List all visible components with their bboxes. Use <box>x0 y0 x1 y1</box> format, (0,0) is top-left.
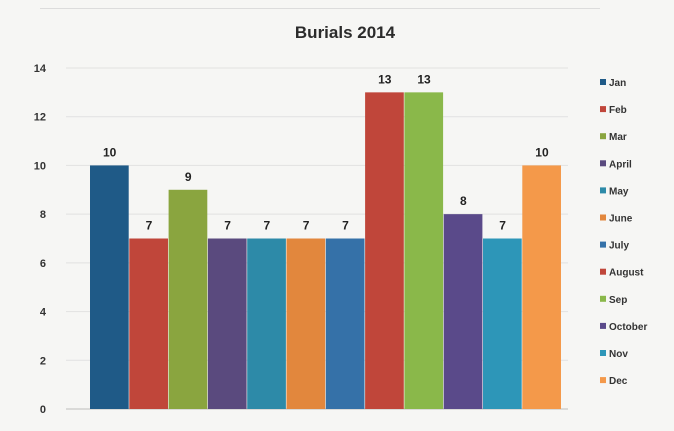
bar-feb <box>129 238 168 409</box>
legend-swatch <box>600 241 606 248</box>
data-label: 7 <box>146 219 153 233</box>
data-label: 13 <box>378 72 392 86</box>
data-label: 7 <box>264 219 271 233</box>
y-tick-label: 0 <box>40 404 46 416</box>
legend-entry: Dec <box>609 376 628 387</box>
data-label: 8 <box>460 194 467 208</box>
data-label: 9 <box>185 170 192 184</box>
bar-may <box>247 238 286 409</box>
y-tick-label: 8 <box>40 209 46 221</box>
y-tick-label: 12 <box>34 112 46 124</box>
legend-swatch <box>600 187 606 194</box>
bar-august <box>365 92 404 409</box>
legend-swatch <box>600 133 606 140</box>
bar-sep <box>404 92 444 409</box>
legend-swatch <box>600 295 606 302</box>
data-label: 7 <box>499 219 506 233</box>
legend-entry: October <box>609 322 647 333</box>
data-label: 10 <box>103 145 117 159</box>
bar-july <box>325 238 365 409</box>
data-label: 7 <box>342 219 349 233</box>
legend-swatch <box>600 322 606 329</box>
legend-entry: Nov <box>609 349 628 360</box>
legend-entry: Jan <box>609 78 626 89</box>
legend-swatch <box>600 268 606 275</box>
y-axis-ticks: 0 2 4 6 8 10 12 14 <box>34 63 47 416</box>
legend-entry: Feb <box>609 105 627 116</box>
legend-entry: July <box>609 241 629 252</box>
y-tick-label: 14 <box>34 63 47 75</box>
legend-entry: Sep <box>609 295 627 306</box>
legend-swatch <box>600 350 606 356</box>
chart-title: Burials 2014 <box>295 23 396 42</box>
legend-entry: June <box>609 214 633 225</box>
bar-nov <box>483 238 522 409</box>
y-tick-label: 2 <box>40 355 46 367</box>
legend-entry: April <box>609 159 632 170</box>
data-label: 7 <box>224 219 231 233</box>
legend-swatch <box>600 106 606 113</box>
bar-april <box>207 238 247 409</box>
legend-swatch <box>600 79 606 85</box>
data-label: 7 <box>303 219 310 233</box>
legend: Jan Feb Mar April May June July August Sep Octobe… <box>600 78 647 387</box>
legend-swatch <box>600 214 606 221</box>
bar-jan <box>90 165 129 409</box>
bars <box>90 92 561 409</box>
data-labels: 10 7 9 7 7 7 7 13 13 8 7 10 <box>103 72 549 232</box>
data-label: 10 <box>535 145 549 159</box>
bar-october <box>443 214 483 409</box>
bar-june <box>286 238 326 409</box>
y-tick-label: 10 <box>34 160 46 172</box>
legend-entry: August <box>609 268 644 279</box>
bar-dec <box>522 165 561 409</box>
y-tick-label: 4 <box>40 307 47 319</box>
legend-swatch <box>600 160 606 167</box>
legend-swatch <box>600 377 606 384</box>
legend-entry: May <box>609 186 629 197</box>
legend-entry: Mar <box>609 132 627 143</box>
y-tick-label: 6 <box>40 258 46 270</box>
bar-mar <box>168 189 208 409</box>
data-label: 13 <box>417 72 431 86</box>
top-border <box>40 8 600 9</box>
